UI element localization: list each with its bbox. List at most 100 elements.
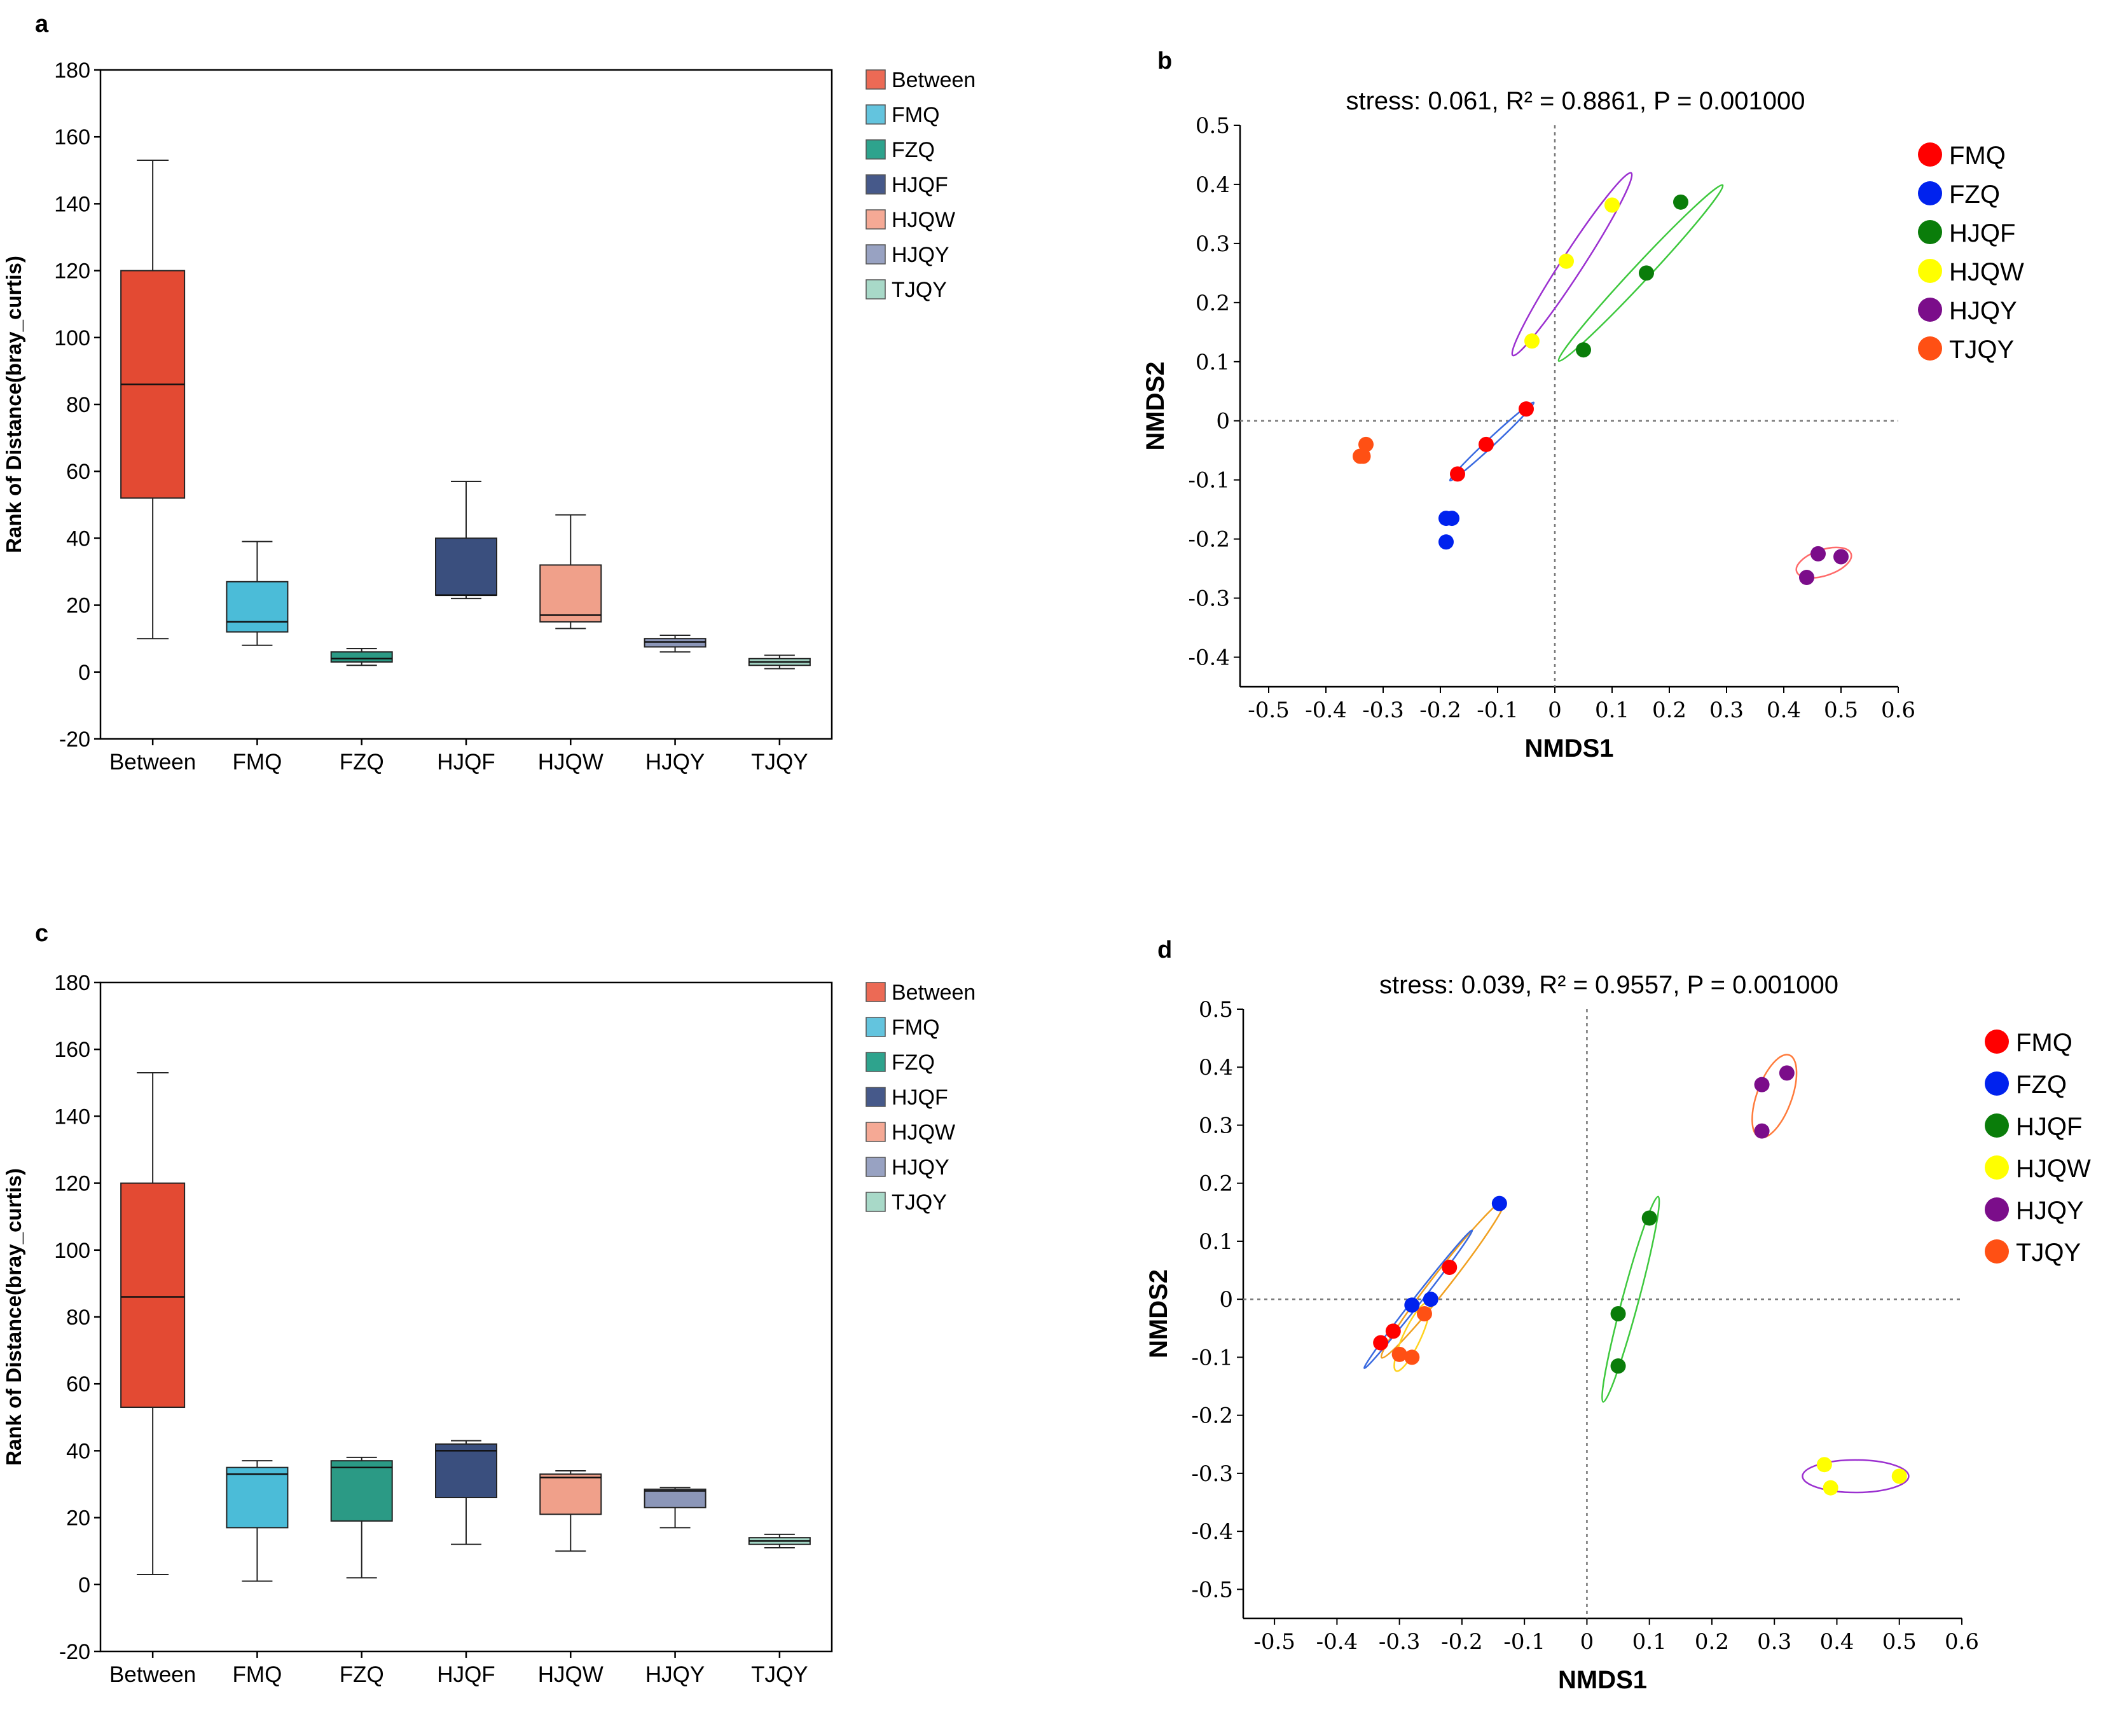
legend-marker [1918,220,1942,244]
legend-label: TJQY [1949,336,2014,364]
point-fmq [1519,401,1534,417]
x-tick-label: -0.1 [1477,698,1519,723]
point-hjqy [1799,570,1814,586]
y-tick-label: 100 [54,1239,90,1263]
y-tick-label: -0.2 [1188,527,1230,553]
point-tjqy [1416,1306,1432,1321]
y-tick-label: 120 [54,259,90,284]
x-axis-label: NMDS1 [1558,1666,1647,1694]
legend-label: FZQ [2016,1071,2067,1099]
legend-marker [1985,1155,2009,1180]
box-hjqy [644,1488,707,1508]
legend-marker [1918,181,1942,205]
y-tick-label: 0.4 [1196,172,1230,198]
y-axis-label: Rank of Distance(bray_curtis) [2,256,25,553]
box-hjqw [539,1473,602,1515]
legend-swatch [865,104,886,125]
x-axis-label: NMDS1 [1524,734,1613,762]
y-tick-label: 60 [66,460,90,484]
x-tick-label: -0.2 [1419,698,1461,723]
point-fzq [1444,511,1459,527]
y-tick-label: 140 [54,192,90,216]
x-tick-label: 0.4 [1767,698,1801,723]
y-tick-label: -0.2 [1191,1403,1233,1429]
x-tick-label: -0.3 [1379,1629,1421,1655]
point-fzq [1491,1195,1507,1211]
x-category-label: TJQY [751,750,808,775]
x-category-label: HJQY [645,750,705,775]
legend-label: TJQY [892,1190,947,1215]
ellipse-hjqf [1601,1195,1660,1403]
y-tick-label: 180 [54,59,90,83]
panel-letter-b: b [1157,48,1172,74]
point-fmq [1479,436,1494,452]
x-tick-label: 0.5 [1824,698,1858,723]
point-fmq [1450,466,1465,482]
y-tick-label: 100 [54,326,90,350]
legend-swatch [865,244,886,265]
x-category-label: HJQW [538,750,603,775]
legend-swatch [865,1192,886,1212]
x-tick-label: -0.1 [1503,1629,1545,1655]
point-fmq [1442,1260,1458,1276]
legend-label: FZQ [892,138,935,162]
legend-label: HJQF [892,173,948,197]
point-hjqy [1833,549,1849,565]
legend-label: HJQW [2016,1155,2091,1183]
x-tick-label: 0.3 [1757,1629,1791,1655]
legend-label: HJQY [1949,297,2017,325]
x-tick-label: 0.2 [1695,1629,1729,1655]
legend-label: FZQ [1949,181,2000,209]
point-hjqf [1610,1306,1626,1321]
y-axis-label: NMDS2 [1141,361,1169,450]
y-tick-label: -0.5 [1191,1577,1233,1602]
box-hjqf [435,1443,497,1499]
legend-label: FZQ [892,1051,935,1075]
y-tick-label: 140 [54,1105,90,1129]
y-tick-label: 20 [66,1506,90,1531]
legend-swatch [865,1017,886,1037]
x-tick-label: 0.2 [1652,698,1686,723]
x-tick-label: 0.6 [1945,1629,1979,1655]
legend-label: HJQY [892,1155,949,1180]
point-tjqy [1353,448,1368,464]
point-hjqy [1810,546,1826,561]
legend-swatch [865,209,886,230]
y-tick-label: 0.1 [1199,1229,1233,1255]
legend-swatch [865,69,886,90]
panel-letter-d: d [1157,937,1172,963]
legend-marker [1918,142,1942,167]
legend-label: FMQ [1949,142,2006,170]
box-fmq [226,1466,289,1529]
box-fzq [330,1460,393,1522]
y-tick-label: 120 [54,1172,90,1196]
legend-label: HJQY [892,243,949,267]
legend-label: Between [892,68,976,92]
legend-label: HJQW [892,208,955,232]
y-tick-label: -0.1 [1191,1345,1233,1370]
x-tick-label: 0 [1580,1629,1594,1655]
legend-swatch [865,982,886,1002]
legend-marker [1918,259,1942,283]
y-tick-label: -0.4 [1188,645,1230,671]
ellipse-hjqy [1751,1054,1798,1139]
x-tick-label: -0.4 [1316,1629,1358,1655]
y-tick-label: -0.1 [1188,468,1230,493]
legend-marker [1918,336,1942,361]
x-tick-label: 0.6 [1881,698,1915,723]
box-fzq [330,651,393,663]
legend-label: Between [892,981,976,1005]
legend-label: TJQY [2016,1239,2081,1267]
nmds-panel-d: -0.5 -0.4 -0.3 -0.2 -0.1 0 0.1 0.2 0.3 0.4 0.5 0.6 -… [1145,971,2091,1694]
nmds-panel-b: -0.5 -0.4 -0.3 -0.2 -0.1 0 0.1 0.2 0.3 0.4 0.5 0.6 -… [1141,87,2024,762]
box-hjqf [435,537,497,596]
legend-label: TJQY [892,278,947,302]
point-fzq [1423,1292,1438,1307]
point-fmq [1385,1323,1401,1339]
legend-marker [1918,298,1942,322]
legend-marker [1985,1239,2009,1264]
point-hjqy [1754,1077,1770,1092]
y-tick-label: 0.5 [1196,113,1230,139]
point-hjqf [1576,342,1591,358]
point-hjqw [1524,333,1540,349]
